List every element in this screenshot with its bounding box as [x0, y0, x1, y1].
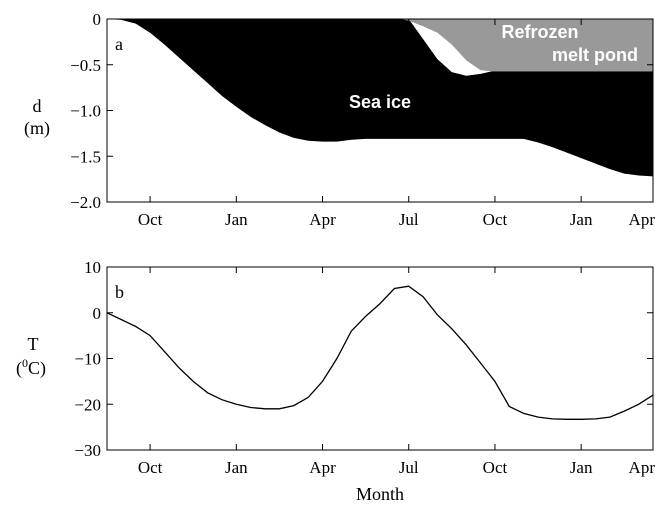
panel-b-xtick-label: Oct: [138, 458, 163, 477]
panel-b-ytick-label: 10: [84, 258, 101, 277]
panel-b-xtick-label: Oct: [483, 458, 508, 477]
panel-a-xtick-label: Oct: [483, 210, 508, 229]
panel-b-xtick-label: Jan: [570, 458, 593, 477]
panel-a-ytick-label: −2.0: [70, 193, 101, 212]
panel-b-ylabel-prefix: (: [16, 358, 22, 379]
panel-a-ytick-label: −1.0: [70, 102, 101, 121]
panel-b-ylabel-suffix: C): [28, 358, 46, 379]
panel-a-ylabel-line1: d: [33, 96, 42, 116]
panel-a-xtick-label: Jan: [225, 210, 248, 229]
melt-pond-label: melt pond: [552, 45, 638, 65]
panel-b-ticks: 10 0 −10 −20 −30 Oct Jan Apr Jul Oct Jan Apr: [74, 258, 655, 477]
panel-b-ytick-label: −30: [74, 441, 101, 460]
sea-ice-label: Sea ice: [349, 92, 411, 112]
panel-a-label: a: [115, 34, 123, 54]
panel-b-frame: [106, 266, 654, 451]
panel-b-ylabel-line2: (0C): [16, 356, 46, 379]
panel-b-temperature: 10 0 −10 −20 −30 Oct Jan Apr Jul Oct Jan Apr b T (0…: [16, 258, 655, 477]
panel-b-label: b: [115, 282, 124, 302]
panel-a-ytick-label: 0: [93, 10, 102, 29]
sea-ice-area: [107, 19, 653, 177]
panel-b-xtick-label: Jul: [399, 458, 419, 477]
panel-b-ylabel-sup: 0: [22, 356, 28, 370]
panel-a-ylabel-line2: (m): [24, 118, 50, 139]
panel-a-xtick-label: Apr: [309, 210, 336, 229]
panel-b-ylabel-line1: T: [28, 334, 39, 354]
panel-b-xtick-label: Jan: [225, 458, 248, 477]
refrozen-melt-pond-area: [400, 19, 653, 72]
panel-b-xtick-label: Apr: [629, 458, 655, 477]
panel-b-ytick-label: 0: [93, 304, 102, 323]
panel-b-ytick-label: −10: [74, 350, 101, 369]
panel-a-xtick-label: Jan: [570, 210, 593, 229]
panel-b-xtick-label: Apr: [309, 458, 336, 477]
panel-a-fills: [107, 19, 653, 177]
panel-a-ticks: 0 −0.5 −1.0 −1.5 −2.0 Oct Jan Apr Jul Oct Jan Apr: [70, 10, 655, 229]
panel-a-xtick-label: Oct: [138, 210, 163, 229]
panel-a-ytick-label: −0.5: [70, 56, 101, 75]
temperature-line: [106, 285, 654, 420]
panel-a-xtick-label: Apr: [629, 210, 655, 229]
panel-a-ytick-label: −1.5: [70, 147, 101, 166]
x-axis-label: Month: [356, 484, 404, 504]
panel-a-xtick-label: Jul: [399, 210, 419, 229]
panel-a-sea-ice-depth: 0 −0.5 −1.0 −1.5 −2.0 Oct Jan Apr Jul Oct Jan Apr a…: [24, 10, 655, 229]
panel-b-ytick-label: −20: [74, 395, 101, 414]
refrozen-label: Refrozen: [501, 22, 578, 42]
